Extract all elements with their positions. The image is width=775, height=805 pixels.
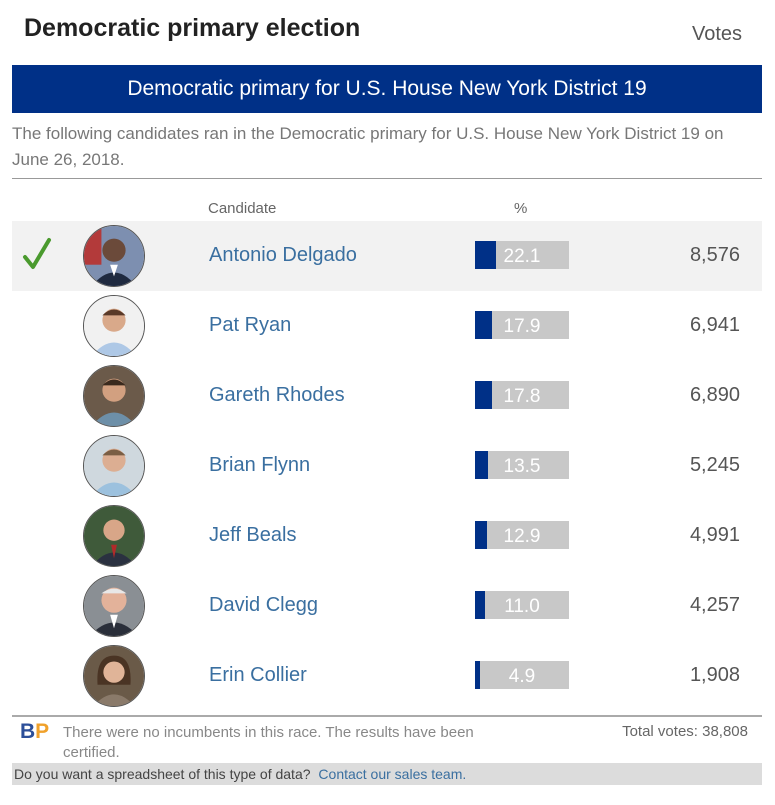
vote-count: 4,991 xyxy=(689,524,740,546)
percent-bar: 17.9 xyxy=(475,311,569,339)
candidate-name-link[interactable]: David Clegg xyxy=(209,594,318,616)
candidate-name-link[interactable]: Jeff Beals xyxy=(209,524,297,546)
candidate-row: Gareth Rhodes 17.8 6,890 xyxy=(12,361,762,431)
vote-count: 1,908 xyxy=(689,664,740,686)
percent-bar-fill xyxy=(475,521,488,549)
candidate-name-link[interactable]: Gareth Rhodes xyxy=(209,384,345,406)
vote-count: 8,576 xyxy=(689,244,740,266)
candidate-row: Pat Ryan 17.9 6,941 xyxy=(12,291,762,361)
candidate-photo[interactable] xyxy=(83,575,145,637)
contact-sales-link[interactable]: Contact our sales team. xyxy=(318,766,467,782)
column-header-percent: % xyxy=(514,200,528,217)
spreadsheet-text: Do you want a spreadsheet of this type o… xyxy=(14,766,311,782)
percent-bar: 12.9 xyxy=(475,521,569,549)
candidate-photo[interactable] xyxy=(83,435,145,497)
divider xyxy=(12,178,762,179)
percent-label: 13.5 xyxy=(503,456,541,477)
candidate-name-link[interactable]: Erin Collier xyxy=(209,664,307,686)
percent-bar: 22.1 xyxy=(475,241,569,269)
candidate-photo[interactable] xyxy=(83,365,145,427)
race-banner: Democratic primary for U.S. House New Yo… xyxy=(12,65,762,113)
candidate-row: Erin Collier 4.9 1,908 xyxy=(12,641,762,711)
logo-letter-p: P xyxy=(35,720,50,743)
percent-label: 12.9 xyxy=(503,526,541,547)
candidate-photo[interactable] xyxy=(83,645,145,707)
percent-label: 17.8 xyxy=(503,386,541,407)
percent-bar-fill xyxy=(475,451,488,479)
ballotpedia-logo[interactable]: BP xyxy=(20,720,49,744)
spreadsheet-banner: Do you want a spreadsheet of this type o… xyxy=(12,763,762,785)
divider xyxy=(12,715,762,717)
column-header-votes: Votes xyxy=(692,23,743,45)
candidate-photo[interactable] xyxy=(83,295,145,357)
winner-check-icon xyxy=(22,237,52,273)
percent-bar-fill xyxy=(475,311,492,339)
percent-bar-fill xyxy=(475,661,480,689)
page-heading: Democratic primary election xyxy=(24,14,361,42)
vote-count: 6,941 xyxy=(689,314,740,336)
percent-bar: 4.9 xyxy=(475,661,569,689)
vote-count: 5,245 xyxy=(689,454,740,476)
candidate-row: Brian Flynn 13.5 5,245 xyxy=(12,431,762,501)
percent-label: 17.9 xyxy=(503,316,541,337)
candidate-row: David Clegg 11.0 4,257 xyxy=(12,571,762,641)
percent-label: 11.0 xyxy=(504,596,540,617)
percent-label: 22.1 xyxy=(503,246,541,267)
candidate-name-link[interactable]: Pat Ryan xyxy=(209,314,292,336)
incumbent-note: There were no incumbents in this race. T… xyxy=(63,724,474,761)
results-table: Antonio Delgado 22.1 8,576 Pat Ryan 17.9… xyxy=(12,221,762,711)
candidate-photo[interactable] xyxy=(83,225,145,287)
vote-count: 4,257 xyxy=(689,594,740,616)
percent-label: 4.9 xyxy=(508,666,536,687)
percent-bar-fill xyxy=(475,381,492,409)
race-intro-text: The following candidates ran in the Demo… xyxy=(12,124,724,169)
percent-bar-fill xyxy=(475,591,486,619)
candidate-row: Jeff Beals 12.9 4,991 xyxy=(12,501,762,571)
percent-bar-fill xyxy=(475,241,496,269)
percent-bar: 17.8 xyxy=(475,381,569,409)
logo-letter-b: B xyxy=(20,720,36,743)
column-header-candidate: Candidate xyxy=(208,200,277,217)
vote-count: 6,890 xyxy=(689,384,740,406)
candidate-row: Antonio Delgado 22.1 8,576 xyxy=(12,221,762,291)
percent-bar: 11.0 xyxy=(475,591,569,619)
candidate-name-link[interactable]: Brian Flynn xyxy=(209,454,311,476)
candidate-name-link[interactable]: Antonio Delgado xyxy=(209,244,357,266)
total-votes: Total votes: 38,808 xyxy=(622,723,748,740)
candidate-photo[interactable] xyxy=(83,505,145,567)
percent-bar: 13.5 xyxy=(475,451,569,479)
